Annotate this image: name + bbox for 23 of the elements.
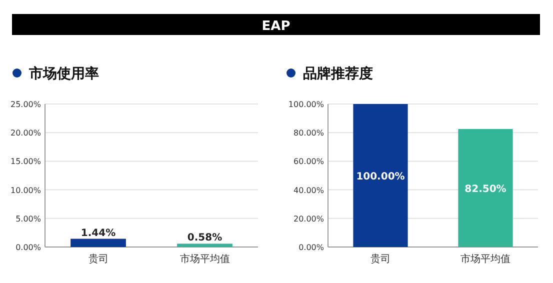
x-tick-label: 贵司: [88, 253, 108, 265]
y-tick-label: 80.00%: [293, 128, 324, 138]
data-label: 1.44%: [80, 228, 116, 239]
chart-title: 品牌推荐度: [303, 65, 373, 82]
x-tick-label: 贵司: [370, 253, 390, 265]
y-tick-label: 5.00%: [16, 214, 42, 224]
data-label: 0.58%: [187, 232, 222, 244]
y-tick-label: 10.00%: [10, 186, 42, 195]
y-tick-label: 60.00%: [293, 157, 324, 166]
y-tick-label: 15.00%: [10, 157, 42, 166]
data-label: 82.50%: [464, 184, 506, 196]
y-tick-label: 25.00%: [10, 100, 42, 109]
chart-title: 市场使用率: [28, 65, 99, 82]
data-label: 100.00%: [356, 172, 405, 182]
x-tick-label: 市场平均值: [180, 253, 230, 265]
y-tick-label: 0.00%: [298, 243, 324, 252]
y-tick-label: 20.00%: [10, 128, 42, 138]
y-tick-label: 40.00%: [293, 186, 324, 195]
y-tick-label: 0.00%: [16, 243, 42, 252]
y-tick-label: 20.00%: [293, 214, 324, 224]
y-tick-label: 100.00%: [288, 100, 324, 109]
text: EAP: [262, 19, 290, 34]
x-tick-label: 市场平均值: [460, 253, 510, 265]
